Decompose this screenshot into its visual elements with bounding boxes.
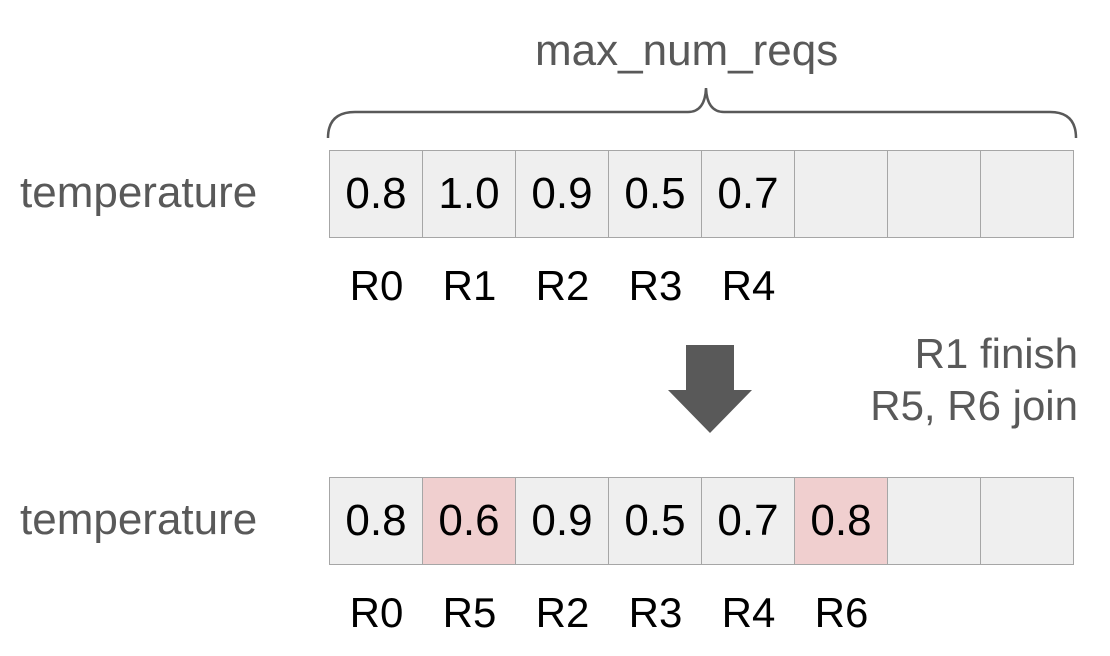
- transition-line2: R5, R6 join: [870, 382, 1078, 429]
- before-array: 0.8 1.0 0.9 0.5 0.7: [329, 150, 1074, 238]
- request-cell: [794, 150, 888, 238]
- request-id: R3: [628, 589, 683, 636]
- new-request-cell: 0.6: [422, 477, 516, 565]
- transition-line1: R1 finish: [914, 330, 1078, 377]
- request-id: R2: [535, 262, 590, 309]
- request-id: [981, 262, 1074, 310]
- request-id: R2: [535, 589, 590, 636]
- request-id: [981, 589, 1074, 637]
- after-array: 0.8 0.6 0.9 0.5 0.7 0.8: [329, 477, 1074, 565]
- request-id: R6: [814, 589, 869, 636]
- down-arrow-icon: [668, 345, 752, 433]
- row-label-before: temperature: [20, 168, 258, 217]
- transition-note: R1 finish R5, R6 join: [870, 328, 1078, 432]
- request-cell: 0.8: [329, 150, 423, 238]
- request-id: [795, 262, 888, 310]
- request-cell: 0.9: [515, 150, 609, 238]
- row-label-after: temperature: [20, 495, 258, 544]
- request-id: R4: [721, 589, 776, 636]
- request-cell: [980, 150, 1074, 238]
- request-id: [888, 262, 981, 310]
- request-id: R3: [628, 262, 683, 309]
- request-id: R4: [721, 262, 776, 309]
- request-cell: 0.7: [701, 150, 795, 238]
- new-request-cell: 0.8: [794, 477, 888, 565]
- request-id: R0: [349, 262, 404, 309]
- request-cell: 0.5: [608, 477, 702, 565]
- request-cell: 0.5: [608, 150, 702, 238]
- request-cell: 0.9: [515, 477, 609, 565]
- request-id: [888, 589, 981, 637]
- request-id: R0: [349, 589, 404, 636]
- request-id: R1: [442, 262, 497, 309]
- brace-label: max_num_reqs: [535, 26, 839, 75]
- request-cell: 0.7: [701, 477, 795, 565]
- request-cell: [980, 477, 1074, 565]
- request-cell: 1.0: [422, 150, 516, 238]
- brace: [326, 87, 1078, 139]
- request-id: R5: [442, 589, 497, 636]
- before-ids: R0 R1 R2 R3 R4: [330, 262, 1074, 310]
- request-cell: 0.8: [329, 477, 423, 565]
- request-cell: [887, 477, 981, 565]
- request-cell: [887, 150, 981, 238]
- after-ids: R0 R5 R2 R3 R4 R6: [330, 589, 1074, 637]
